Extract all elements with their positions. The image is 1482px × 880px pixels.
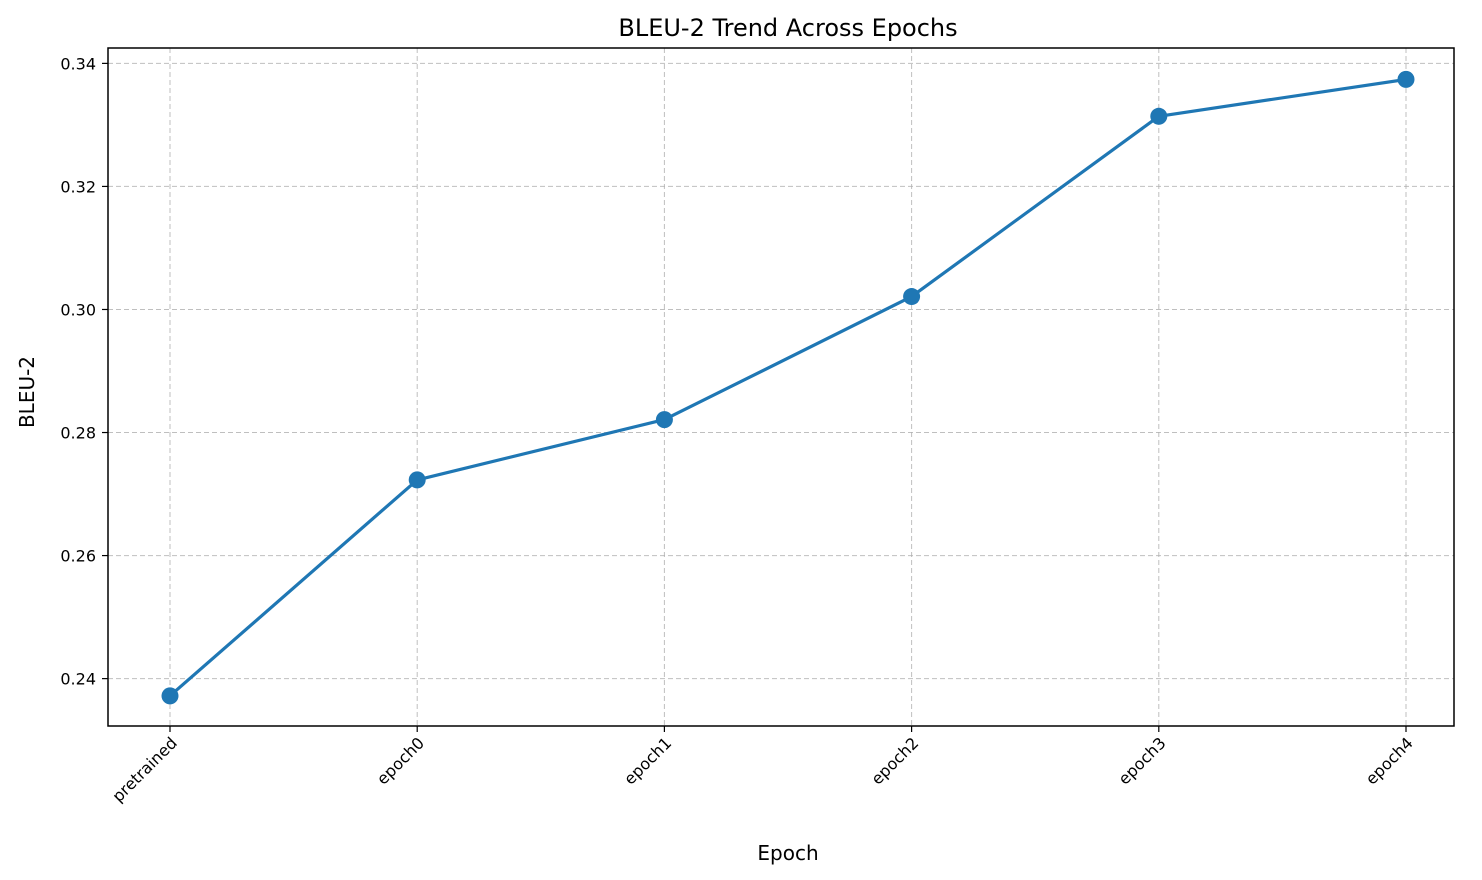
- y-axis-title: BLEU-2: [15, 356, 39, 428]
- plot-frame: [107, 47, 1455, 727]
- chart-title: BLEU-2 Trend Across Epochs: [618, 14, 957, 42]
- series-layer: [161, 70, 1415, 705]
- y-tick-label: 0.24: [60, 670, 96, 689]
- data-point-epoch3: [1150, 107, 1168, 125]
- x-tick-label: epoch3: [1115, 733, 1170, 788]
- x-tick-label: pretrained: [108, 733, 180, 805]
- data-point-pretrained: [161, 687, 179, 705]
- data-point-epoch2: [903, 288, 921, 306]
- y-tick-label: 0.32: [60, 177, 96, 196]
- data-point-epoch4: [1397, 70, 1415, 88]
- x-tick-label: epoch1: [620, 733, 675, 788]
- x-tick-label: epoch0: [373, 733, 428, 788]
- data-point-epoch1: [655, 411, 673, 429]
- y-tick-label: 0.28: [60, 424, 96, 443]
- series-line: [168, 77, 1407, 698]
- y-tick-label: 0.34: [60, 54, 96, 73]
- x-tick-label: epoch4: [1362, 733, 1417, 788]
- axis-ticks: pretrained epoch0 epoch1 epoch2 epoch3 epoch4…: [60, 54, 1416, 805]
- x-tick-label: epoch2: [867, 733, 922, 788]
- x-axis-title: Epoch: [757, 841, 818, 865]
- y-tick-label: 0.26: [60, 547, 96, 566]
- y-tick-label: 0.30: [60, 300, 96, 319]
- data-point-epoch0: [408, 471, 426, 489]
- grid: [108, 48, 1454, 726]
